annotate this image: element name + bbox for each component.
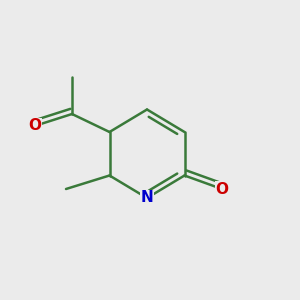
Text: O: O — [215, 182, 229, 196]
Text: O: O — [28, 118, 41, 134]
Text: N: N — [141, 190, 153, 206]
